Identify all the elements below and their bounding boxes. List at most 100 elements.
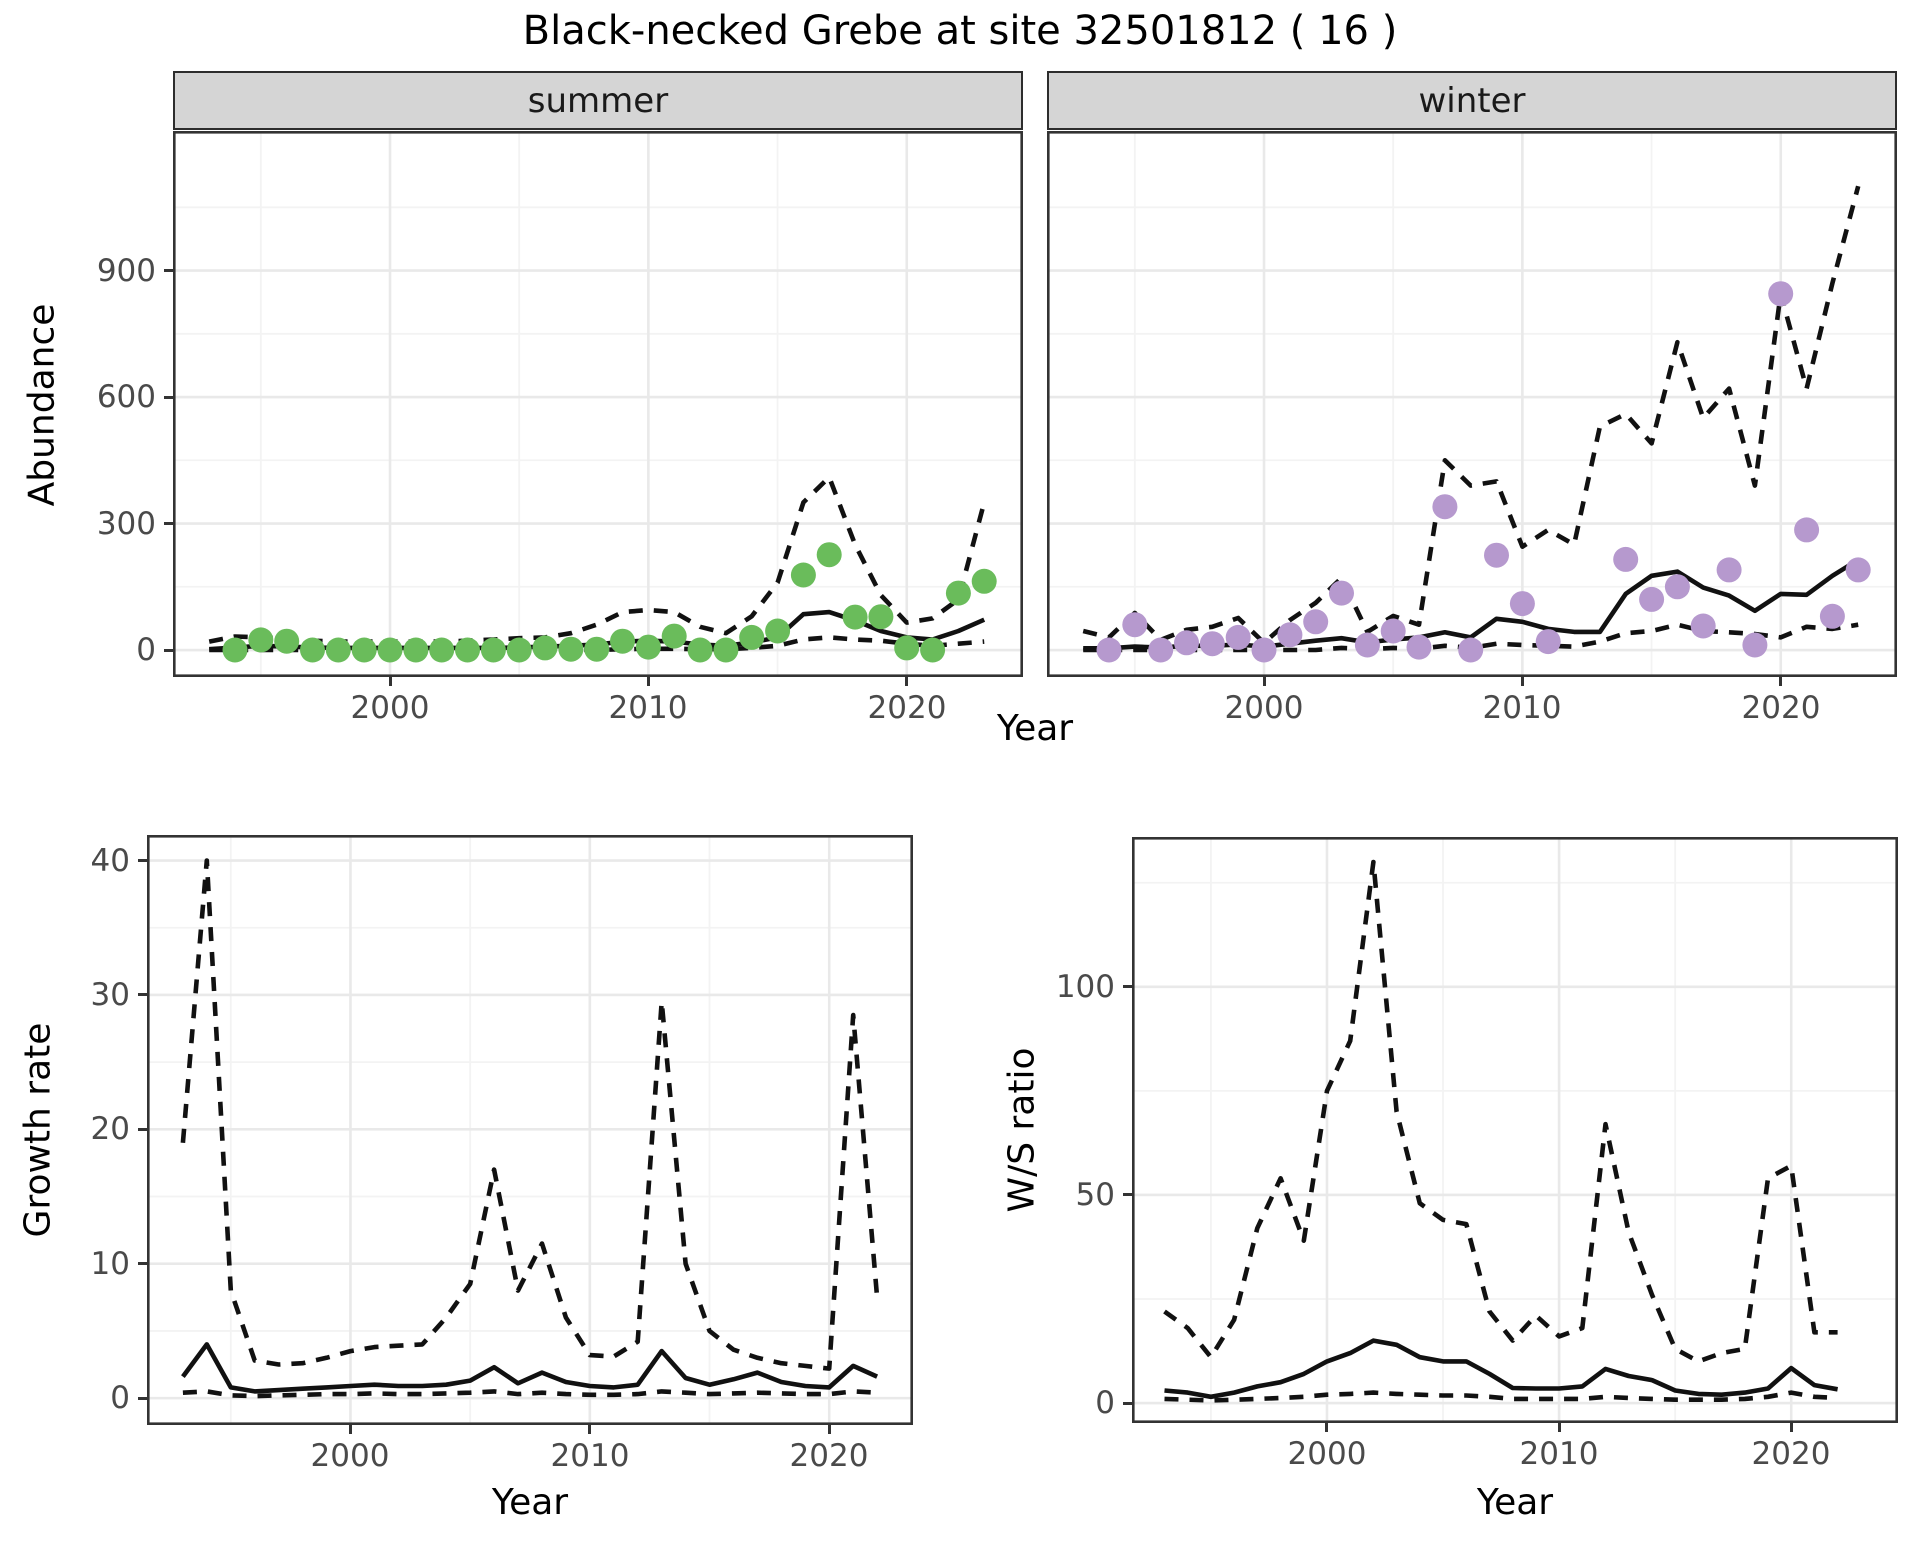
median-line [181,1342,879,1394]
data-point [558,636,584,662]
x-tick-label: 2010 [1519,1436,1599,1472]
gridlines-minor [1132,837,1898,1423]
chart-abundance-winter [1046,130,1898,678]
y-tick-label: 600 [96,379,156,415]
data-point [1277,622,1303,648]
lower-ci-line [1164,1390,1838,1403]
median-line [1164,1338,1839,1400]
data-point [1432,494,1458,520]
data-point [248,627,274,653]
data-point [868,604,894,630]
x-tick-label: 2010 [608,690,688,726]
chart-ws-ratio [1131,836,1899,1424]
gridlines-minor [173,131,1023,677]
facet-strip-summer: summer [173,71,1023,130]
y-tick-label: 30 [90,977,130,1013]
data-point [300,637,325,663]
chart-title: Black-necked Grebe at site 32501812 ( 16… [522,8,1398,54]
panel-growth-rate [146,834,914,1429]
gridlines-minor [1047,131,1897,677]
x-tick-mark [349,1425,352,1434]
data-point [584,636,610,662]
data-point [1122,612,1148,638]
x-tick-label: 2020 [789,1438,869,1474]
y-tick-mark [164,522,173,525]
data-point [894,635,920,661]
x-tick-mark [828,1425,831,1434]
data-point [1845,557,1871,583]
x-tick-mark [1521,677,1524,686]
upper-ci-line [180,858,880,1371]
y-tick-mark [1123,1402,1132,1405]
data-point [1251,637,1277,663]
data-point [351,637,377,663]
x-tick-mark [647,677,650,686]
x-axis-title-year-ws: Year [1476,1482,1554,1523]
data-point [1354,632,1380,658]
x-tick-label: 2000 [350,690,430,726]
data-point [1458,637,1484,663]
data-point [222,637,248,663]
y-tick-label: 0 [1095,1385,1115,1421]
x-tick-label: 2000 [1224,690,1304,726]
y-tick-label: 20 [90,1111,130,1147]
data-point [1329,580,1354,606]
lower-ci-line [182,1389,878,1399]
panel-ws-ratio [1131,836,1899,1427]
panel-border [172,130,1024,678]
chart-abundance-summer [172,130,1024,678]
data-point [1199,631,1225,657]
y-tick-mark [164,649,173,652]
y-tick-label: 0 [110,1380,130,1416]
data-point [403,637,429,663]
x-tick-mark [1558,1423,1561,1432]
data-point [1148,637,1174,663]
data-point [532,635,558,661]
y-tick-mark [164,396,173,399]
panel-border [146,834,914,1426]
data-point [713,637,739,663]
data-point [765,618,791,644]
panel-abundance-summer [172,130,1024,681]
x-tick-mark [588,1425,591,1434]
x-axis-title-year-top: Year [996,708,1074,749]
data-point [661,623,687,649]
x-tick-label: 2020 [867,690,947,726]
y-tick-mark [1123,985,1132,988]
data-point [1484,542,1509,568]
data-point [1819,603,1845,629]
y-tick-mark [164,269,173,272]
x-tick-mark [1790,1423,1793,1432]
data-point [429,637,455,663]
x-tick-mark [1325,1423,1328,1432]
facet-strip-winter: winter [1047,71,1897,130]
x-tick-label: 2020 [1741,690,1821,726]
data-point [1664,574,1690,600]
data-point [687,637,713,663]
gridlines-major [1047,131,1897,677]
x-tick-label: 2010 [1482,690,1562,726]
x-tick-label: 2020 [1751,1436,1831,1472]
chart-growth-rate [146,834,914,1426]
facet-strip-summer-label: summer [527,80,669,121]
data-point [506,637,532,663]
data-point [1716,557,1742,583]
data-point [1742,632,1768,658]
y-tick-mark [1123,1193,1132,1196]
panel-abundance-winter [1046,130,1898,681]
data-point [274,628,300,654]
data-points [222,542,997,663]
y-tick-label: 50 [1075,1177,1115,1213]
data-point [920,637,946,663]
x-tick-mark [1779,677,1782,686]
upper-ci-line [1163,859,1838,1364]
data-point [1380,618,1406,644]
data-point [1303,609,1329,635]
y-tick-label: 40 [90,843,130,879]
y-tick-label: 900 [96,253,156,289]
data-point [480,637,506,663]
panel-border [1131,836,1899,1424]
y-tick-mark [138,1128,147,1131]
data-point [377,637,403,663]
gridlines-major [1132,837,1898,1423]
